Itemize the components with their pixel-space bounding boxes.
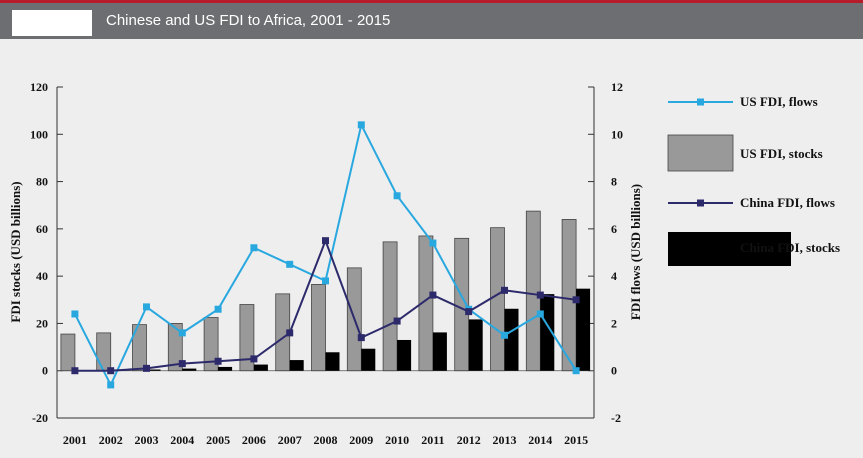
- x-tick-label: 2015: [564, 433, 588, 447]
- x-tick-label: 2001: [63, 433, 87, 447]
- us-stocks-bar: [525, 210, 541, 372]
- china-stocks-bar: [576, 288, 591, 371]
- us-flows-point: [429, 239, 437, 247]
- china-stocks-bar: [146, 369, 161, 371]
- china-flows-point: [286, 329, 294, 337]
- china-flows-point: [178, 360, 186, 368]
- china-flows-point: [536, 291, 544, 299]
- left-tick-label: 20: [36, 316, 48, 330]
- x-tick-label: 2013: [493, 433, 517, 447]
- right-tick-label: 10: [611, 127, 623, 141]
- right-tick-label: 2: [611, 316, 617, 330]
- china-stocks-bar: [325, 352, 340, 371]
- us-flows-point: [286, 260, 294, 268]
- right-tick-label: 12: [611, 80, 623, 94]
- left-tick-label: 80: [36, 175, 48, 189]
- x-tick-label: 2008: [314, 433, 338, 447]
- legend-us-stocks-swatch: [667, 134, 734, 172]
- us-stocks-bar: [561, 218, 577, 372]
- x-tick-label: 2009: [349, 433, 373, 447]
- china-stocks-bar: [361, 348, 376, 371]
- us-flows-point: [322, 277, 329, 285]
- china-stocks-bar: [289, 360, 304, 371]
- x-tick-label: 2004: [170, 433, 194, 447]
- right-tick-label: 8: [611, 175, 617, 189]
- right-tick-label: 6: [611, 222, 617, 236]
- left-tick-label: 120: [30, 80, 48, 94]
- us-stocks-bar: [203, 317, 219, 372]
- x-tick-label: 2010: [385, 433, 409, 447]
- china-flows-point: [429, 291, 437, 299]
- x-tick-label: 2002: [99, 433, 123, 447]
- chart-title: Chinese and US FDI to Africa, 2001 - 201…: [106, 12, 391, 29]
- left-tick-label: 100: [30, 127, 48, 141]
- china-flows-point: [393, 317, 401, 325]
- x-tick-label: 2003: [135, 433, 159, 447]
- left-tick-label: 60: [36, 222, 48, 236]
- china-flows-point: [572, 296, 580, 304]
- china-stocks-bar: [253, 364, 268, 371]
- legend-us-flows-label: US FDI, flows: [740, 94, 818, 109]
- x-tick-label: 2014: [528, 433, 552, 447]
- legend-us-stocks-label: US FDI, stocks: [740, 146, 823, 161]
- china-stocks-bar: [504, 308, 519, 371]
- left-tick-label: 40: [36, 269, 48, 283]
- china-flows-point: [71, 367, 79, 375]
- us-stocks-bar: [311, 284, 326, 372]
- x-tick-label: 2011: [421, 433, 444, 447]
- x-tick-label: 2005: [206, 433, 230, 447]
- us-flows-point: [143, 303, 150, 311]
- us-flows-point: [501, 331, 508, 339]
- right-tick-label: 0: [611, 364, 617, 378]
- us-flows-point: [572, 367, 580, 375]
- china-flows-point: [465, 308, 473, 316]
- header-logo-box: [12, 10, 92, 36]
- right-tick-label: 4: [611, 269, 617, 283]
- us-stocks-bar: [382, 241, 398, 372]
- china-flows-point: [322, 237, 329, 245]
- us-stocks-bar: [418, 235, 434, 372]
- china-stocks-bar: [218, 366, 233, 371]
- china-flows-point: [143, 364, 150, 372]
- china-flows-point: [501, 286, 508, 294]
- china-stocks-bar: [182, 368, 197, 371]
- us-flows-point: [393, 192, 401, 200]
- x-tick-label: 2007: [278, 433, 302, 447]
- us-stocks-bar: [239, 304, 255, 372]
- left-tick-label: 0: [42, 364, 48, 378]
- us-stocks-bar: [60, 333, 76, 372]
- legend-china-flows-label: China FDI, flows: [740, 195, 835, 210]
- china-stocks-bar: [468, 319, 483, 371]
- left-axis-title: FDI stocks (USD billions): [8, 181, 23, 322]
- chart-header: Chinese and US FDI to Africa, 2001 - 201…: [0, 3, 863, 39]
- us-flows-point: [250, 244, 258, 252]
- china-flows-point: [107, 367, 115, 375]
- us-flows-point: [536, 310, 544, 318]
- right-tick-label: -2: [611, 411, 621, 425]
- right-axis-title: FDI flows (USD billions): [628, 184, 643, 320]
- china-stocks-bar: [432, 332, 447, 371]
- legend-china-stocks-bg: [733, 232, 791, 266]
- us-flows-point: [107, 381, 115, 389]
- us-flows-point: [357, 121, 365, 129]
- us-stocks-bar: [96, 332, 112, 372]
- legend-china-flows-marker: [697, 199, 704, 207]
- us-flows-point: [214, 305, 222, 313]
- legend-china-stocks-swatch: [668, 232, 733, 266]
- x-tick-label: 2012: [457, 433, 481, 447]
- china-flows-point: [250, 355, 258, 363]
- china-flows-point: [214, 357, 222, 365]
- left-tick-label: -20: [32, 411, 48, 425]
- us-stocks-bar: [490, 227, 505, 372]
- top-accent-line: [0, 0, 863, 3]
- us-flows-point: [71, 310, 79, 318]
- legend-us-flows-marker: [697, 98, 704, 106]
- legend-china-stocks-label: China FDI, stocks: [740, 240, 840, 255]
- china-flows-point: [357, 334, 365, 342]
- us-stocks-bar: [132, 324, 147, 372]
- china-stocks-bar: [397, 339, 412, 371]
- x-tick-label: 2006: [242, 433, 266, 447]
- us-flows-point: [178, 329, 186, 337]
